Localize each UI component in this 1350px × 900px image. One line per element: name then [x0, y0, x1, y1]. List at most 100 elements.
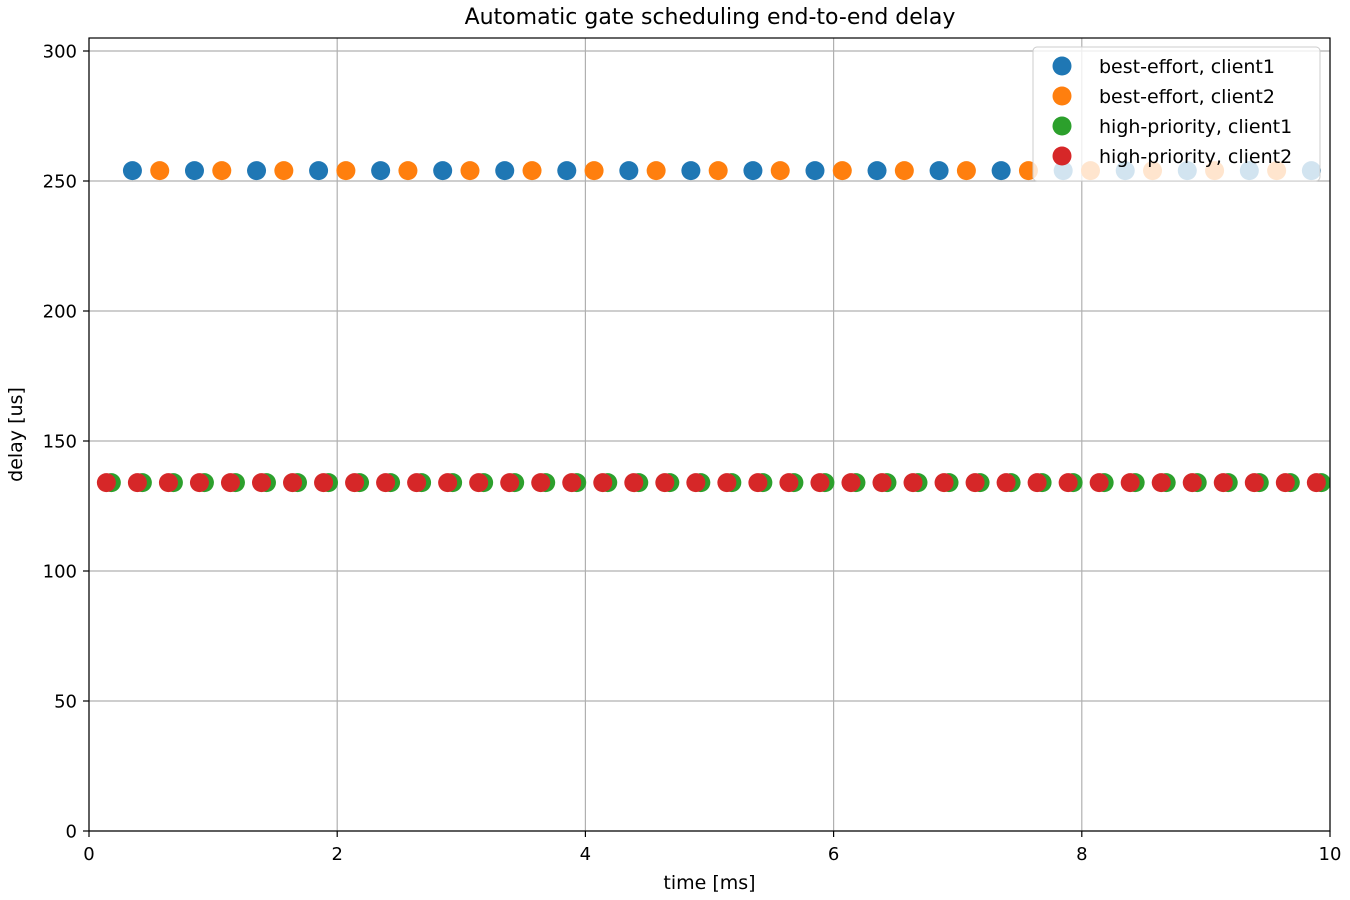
data-point: [460, 161, 480, 181]
data-point: [1151, 473, 1171, 493]
data-point: [805, 161, 825, 181]
data-point: [1306, 473, 1326, 493]
data-point: [996, 473, 1016, 493]
data-point: [956, 161, 976, 181]
data-point: [929, 161, 949, 181]
data-point: [220, 473, 240, 493]
data-point: [832, 161, 852, 181]
legend-label: high-priority, client1: [1099, 116, 1292, 138]
data-point: [283, 473, 303, 493]
x-tick-label: 8: [1076, 844, 1087, 865]
data-point: [398, 161, 418, 181]
data-point: [1027, 473, 1047, 493]
data-point: [531, 473, 551, 493]
data-point: [189, 473, 209, 493]
data-point: [122, 161, 142, 181]
data-point: [314, 473, 334, 493]
data-point: [1244, 473, 1264, 493]
data-point: [584, 161, 604, 181]
data-point: [934, 473, 954, 493]
legend-marker: [1052, 56, 1072, 76]
legend-label: best-effort, client2: [1099, 86, 1275, 108]
data-point: [872, 473, 892, 493]
data-point: [867, 161, 887, 181]
data-point: [557, 161, 577, 181]
series-3: [96, 473, 1326, 493]
data-point: [407, 473, 427, 493]
data-point: [274, 161, 294, 181]
data-point: [251, 473, 271, 493]
data-point: [646, 161, 666, 181]
y-axis-label: delay [us]: [5, 387, 27, 482]
data-point: [184, 161, 204, 181]
legend-label: best-effort, client1: [1099, 56, 1275, 78]
data-point: [593, 473, 613, 493]
data-point: [336, 161, 356, 181]
data-point: [708, 161, 728, 181]
data-point: [247, 161, 267, 181]
chart-title: Automatic gate scheduling end-to-end del…: [465, 5, 956, 30]
data-point: [743, 161, 763, 181]
data-point: [1120, 473, 1140, 493]
legend-label: high-priority, client2: [1099, 146, 1292, 168]
data-point: [522, 161, 542, 181]
data-point: [438, 473, 458, 493]
data-point: [495, 161, 515, 181]
legend-marker: [1052, 86, 1072, 106]
y-tick-label: 150: [43, 432, 77, 453]
data-point: [469, 473, 489, 493]
data-point: [96, 473, 116, 493]
legend-marker: [1052, 116, 1072, 136]
data-point: [1089, 473, 1109, 493]
data-point: [309, 161, 329, 181]
data-point: [965, 473, 985, 493]
data-point: [655, 473, 675, 493]
data-point: [770, 161, 790, 181]
axes-frame: [88, 37, 1331, 832]
data-point: [894, 161, 914, 181]
x-tick-label: 2: [331, 844, 342, 865]
data-point: [1058, 473, 1078, 493]
data-point: [212, 161, 232, 181]
x-tick-label: 10: [1319, 844, 1342, 865]
y-tick-label: 0: [66, 822, 77, 843]
data-point: [1182, 473, 1202, 493]
data-point: [345, 473, 365, 493]
x-tick-label: 4: [580, 844, 591, 865]
data-point: [841, 473, 861, 493]
data-point: [903, 473, 923, 493]
legend-marker: [1052, 146, 1072, 166]
data-point: [717, 473, 737, 493]
data-point: [991, 161, 1011, 181]
data-point: [562, 473, 582, 493]
y-tick-label: 100: [43, 562, 77, 583]
y-tick-label: 50: [54, 692, 77, 713]
y-tick-label: 200: [43, 302, 77, 323]
data-point: [686, 473, 706, 493]
y-tick-label: 300: [43, 42, 77, 63]
data-point: [376, 473, 396, 493]
data-points: [96, 161, 1330, 493]
data-point: [810, 473, 830, 493]
data-point: [500, 473, 520, 493]
legend-box: [1032, 46, 1321, 182]
data-point: [1213, 473, 1233, 493]
data-point: [158, 473, 178, 493]
data-point: [624, 473, 644, 493]
data-point: [371, 161, 391, 181]
data-point: [1275, 473, 1295, 493]
x-tick-label: 6: [828, 844, 839, 865]
legend: best-effort, client1 best-effort, client2…: [1032, 46, 1321, 182]
data-point: [433, 161, 453, 181]
data-point: [127, 473, 147, 493]
x-axis-label: time [ms]: [663, 872, 755, 894]
data-point: [150, 161, 170, 181]
data-point: [748, 473, 768, 493]
data-point: [619, 161, 639, 181]
x-tick-label: 0: [83, 844, 94, 865]
data-point: [779, 473, 799, 493]
y-tick-label: 250: [43, 172, 77, 193]
data-point: [681, 161, 701, 181]
